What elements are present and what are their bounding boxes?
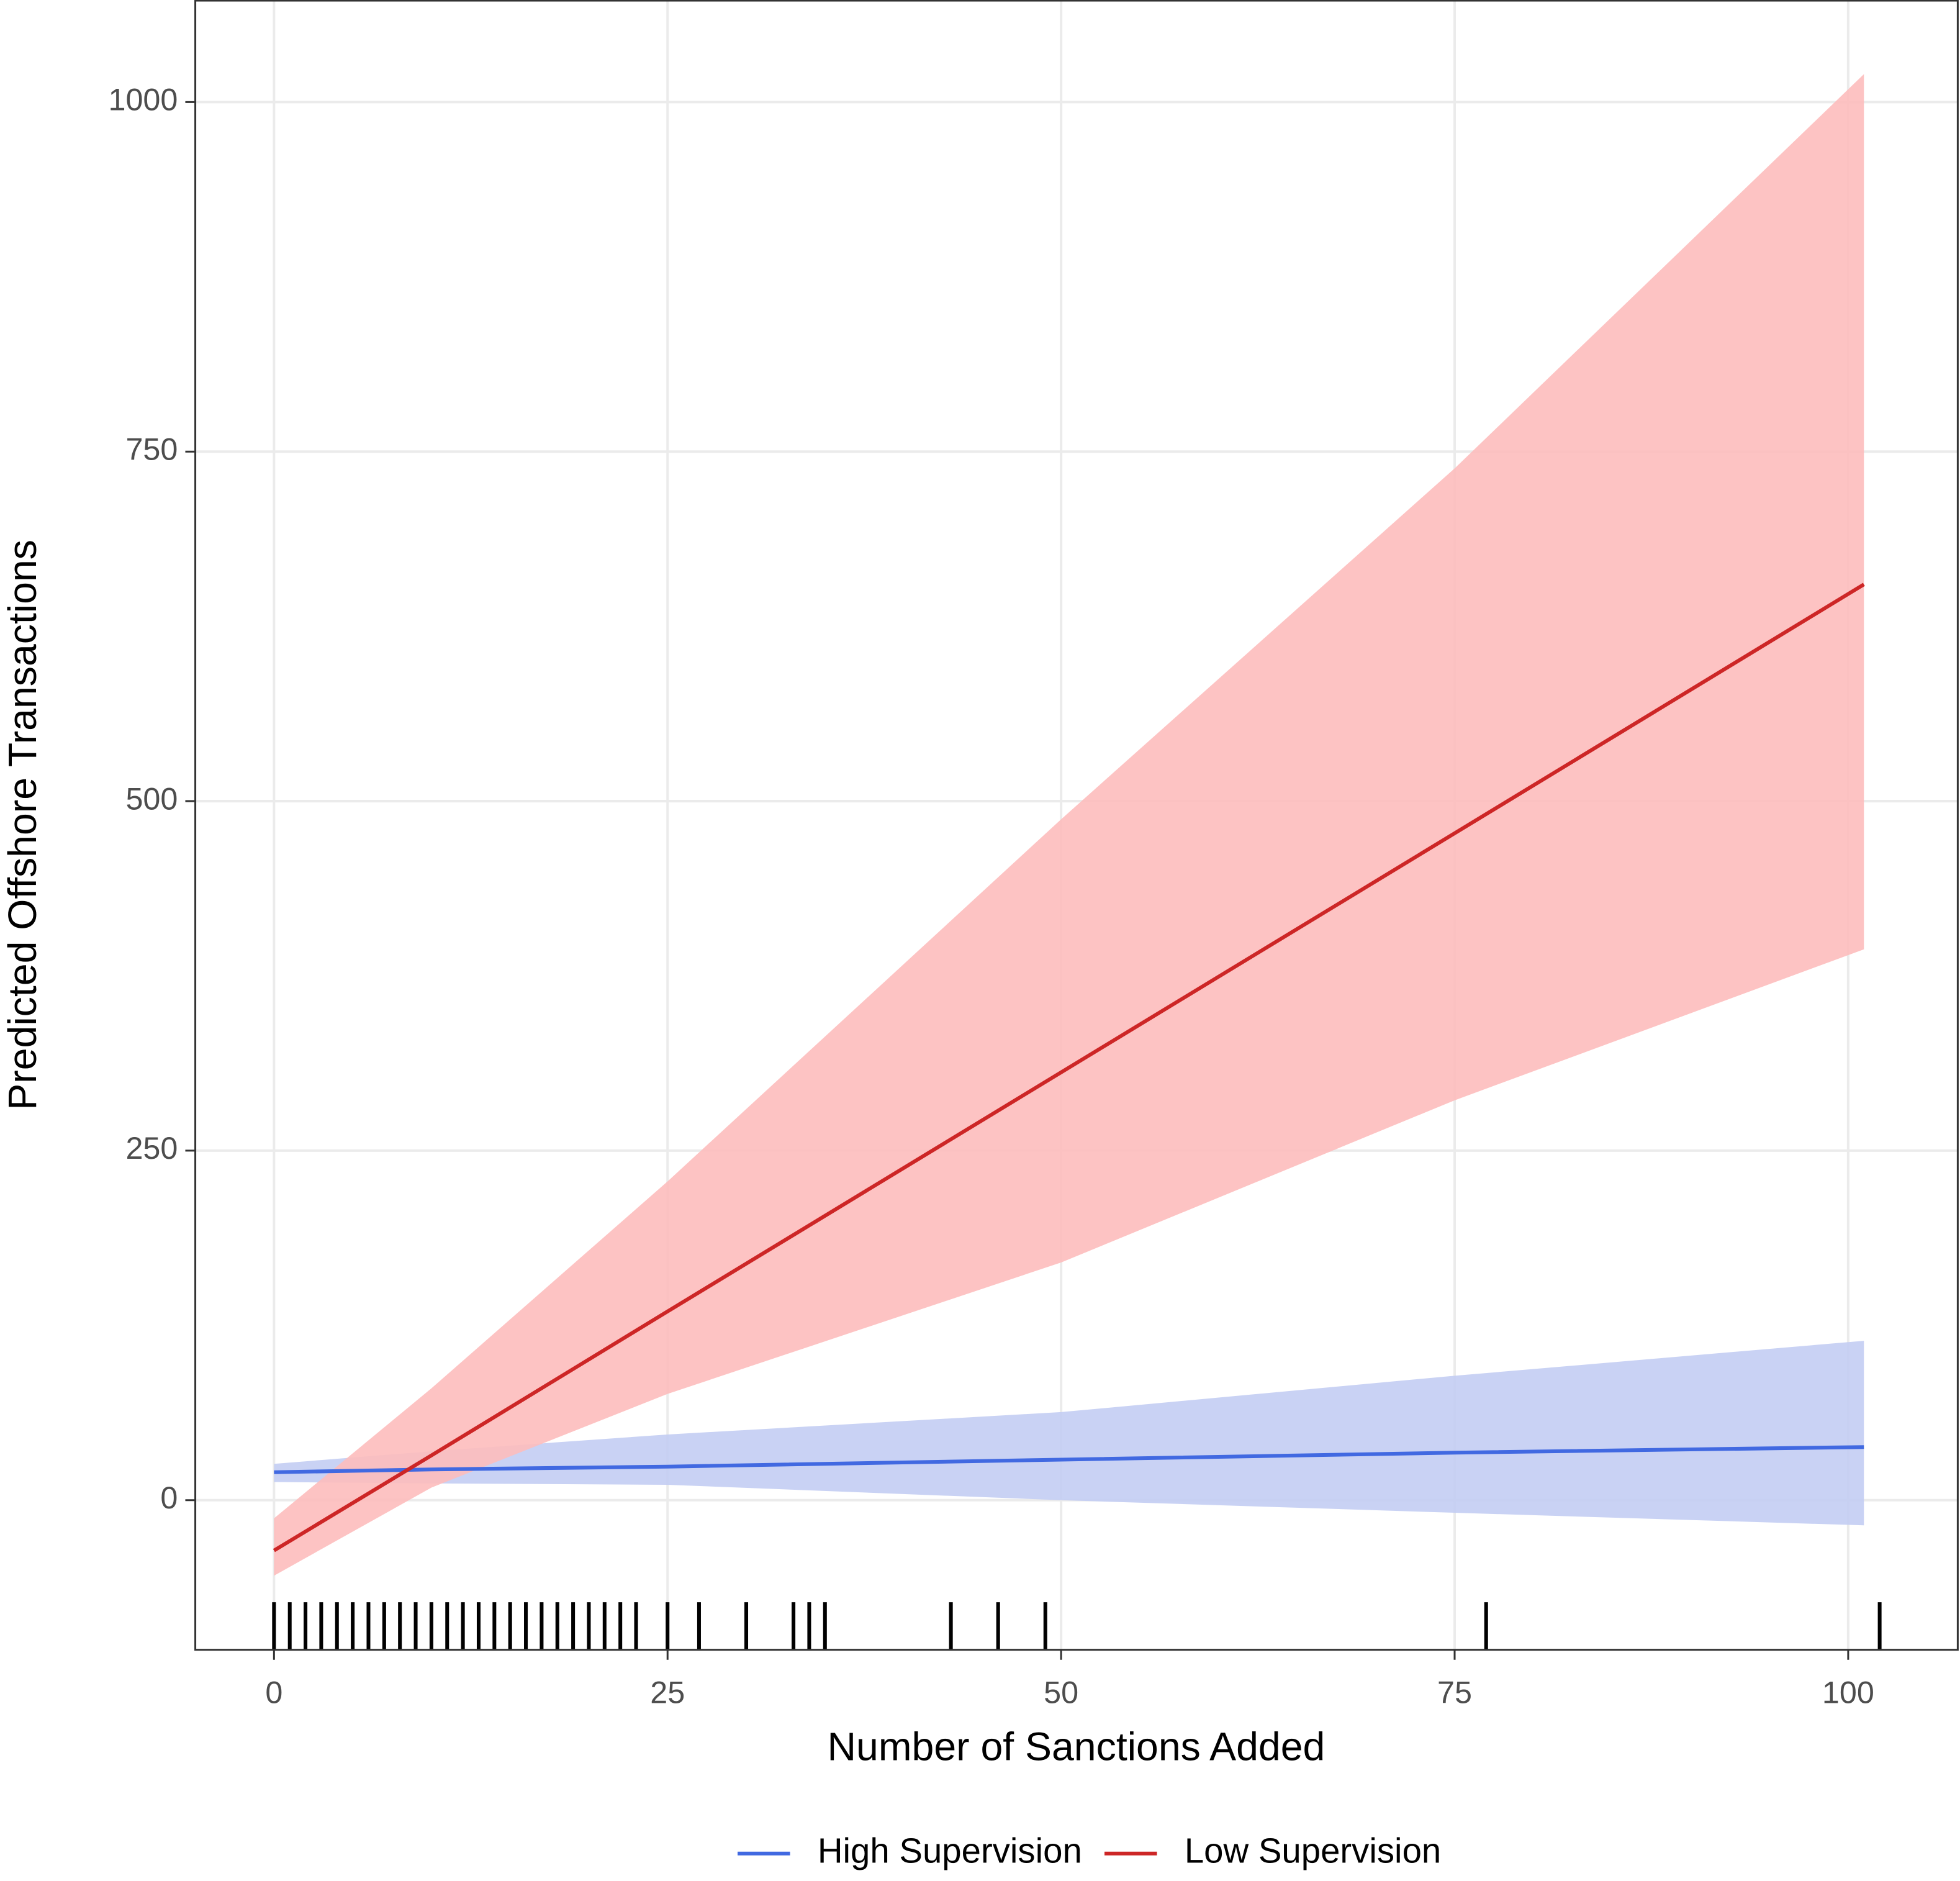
- confidence-band: [274, 1341, 1864, 1526]
- bands: [274, 74, 1864, 1576]
- x-tick-label: 0: [265, 1674, 282, 1710]
- x-axis-title: Number of Sanctions Added: [828, 1725, 1325, 1769]
- panel-border: [194, 0, 1959, 1651]
- x-tick-label: 100: [1822, 1674, 1874, 1710]
- y-tick-label: 0: [160, 1480, 178, 1515]
- y-tick-label: 1000: [108, 82, 178, 117]
- line: [273, 582, 1865, 1552]
- y-tick-label: 250: [125, 1130, 178, 1166]
- legend: High Supervision Low Supervision: [738, 1831, 1441, 1870]
- x-tick-label: 25: [650, 1674, 685, 1710]
- y-tick-label: 750: [125, 432, 178, 467]
- x-tick-label: 75: [1437, 1674, 1472, 1710]
- confidence-band: [274, 74, 1864, 1576]
- legend-label: Low Supervision: [1185, 1831, 1441, 1870]
- y-tick-label: 500: [125, 781, 178, 816]
- rug: [272, 1602, 1882, 1650]
- x-tick-label: 50: [1044, 1674, 1078, 1710]
- lines: [273, 582, 1865, 1552]
- y-axis-title: Predicted Offshore Transactions: [0, 540, 45, 1110]
- legend-label: High Supervision: [818, 1831, 1082, 1870]
